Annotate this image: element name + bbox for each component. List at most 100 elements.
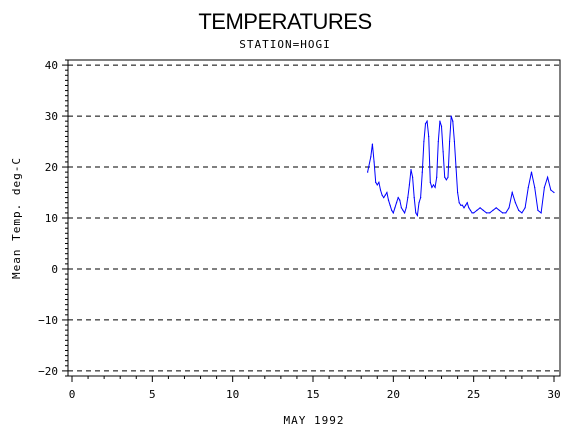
data-point bbox=[408, 184, 410, 186]
y-tick-label: 40 bbox=[45, 59, 58, 72]
y-tick-label: 10 bbox=[45, 212, 58, 225]
data-point bbox=[397, 197, 399, 199]
y-axis: −20 −10 0 10 20 30 40 bbox=[38, 59, 68, 378]
data-point bbox=[460, 204, 462, 206]
data-point bbox=[455, 166, 457, 168]
x-axis-label: MAY 1992 bbox=[284, 414, 345, 427]
data-point bbox=[453, 140, 455, 143]
y-tick-label: −20 bbox=[38, 365, 58, 378]
data-point bbox=[461, 204, 464, 206]
data-point bbox=[428, 135, 430, 138]
x-tick-label: 25 bbox=[467, 388, 480, 401]
data-point bbox=[434, 186, 436, 189]
data-point bbox=[371, 143, 374, 145]
data-point bbox=[521, 212, 523, 214]
data-point bbox=[391, 209, 393, 211]
data-point bbox=[452, 120, 454, 122]
data-point bbox=[412, 176, 414, 178]
data-point bbox=[437, 140, 439, 143]
data-point bbox=[394, 207, 396, 209]
data-point bbox=[402, 209, 404, 211]
x-tick-label: 30 bbox=[547, 388, 560, 401]
data-point bbox=[448, 140, 451, 143]
data-point bbox=[492, 209, 494, 211]
data-point bbox=[540, 212, 542, 214]
data-point bbox=[463, 207, 465, 209]
data-point bbox=[527, 186, 529, 189]
data-point bbox=[476, 209, 478, 211]
data-point bbox=[501, 212, 504, 214]
data-point bbox=[447, 176, 449, 178]
data-point bbox=[471, 212, 473, 214]
data-point bbox=[479, 207, 481, 209]
data-point bbox=[405, 207, 407, 209]
data-point bbox=[379, 189, 382, 191]
data-point bbox=[426, 120, 428, 122]
data-point bbox=[392, 212, 394, 214]
x-tick-label: 10 bbox=[226, 388, 239, 401]
data-point bbox=[466, 202, 468, 204]
data-point bbox=[498, 209, 500, 211]
data-point bbox=[440, 125, 443, 127]
data-point bbox=[432, 184, 435, 186]
data-point bbox=[378, 181, 380, 183]
data-point bbox=[543, 186, 545, 189]
data-point bbox=[367, 171, 369, 173]
data-point bbox=[381, 194, 383, 196]
data-point bbox=[436, 176, 438, 178]
data-point bbox=[403, 212, 406, 214]
data-point bbox=[439, 120, 441, 122]
x-tick-label: 15 bbox=[306, 388, 319, 401]
data-point bbox=[421, 171, 423, 173]
data-point bbox=[508, 207, 510, 209]
data-point bbox=[375, 181, 377, 183]
x-tick-label: 0 bbox=[69, 388, 76, 401]
data-point bbox=[383, 197, 385, 199]
data-point bbox=[450, 115, 452, 117]
data-point bbox=[400, 207, 402, 209]
data-point bbox=[387, 199, 390, 201]
data-point bbox=[389, 204, 391, 206]
data-point bbox=[537, 209, 539, 211]
data-point bbox=[468, 207, 470, 209]
data-point bbox=[399, 199, 401, 201]
data-point bbox=[514, 202, 517, 204]
data-point bbox=[442, 151, 444, 153]
data-point bbox=[458, 202, 460, 204]
y-tick-label: 30 bbox=[45, 110, 58, 123]
data-point bbox=[511, 191, 513, 194]
x-axis: 0 5 10 15 20 25 30 bbox=[69, 376, 561, 401]
data-point bbox=[410, 168, 412, 171]
data-point bbox=[423, 140, 425, 143]
data-point bbox=[553, 191, 555, 194]
data-point bbox=[384, 194, 386, 196]
series-line bbox=[367, 115, 555, 217]
x-tick-label: 5 bbox=[149, 388, 156, 401]
data-point bbox=[431, 186, 433, 189]
data-point bbox=[469, 209, 472, 211]
data-point bbox=[395, 202, 398, 204]
data-point bbox=[407, 197, 409, 199]
data-point bbox=[376, 184, 378, 186]
data-point bbox=[495, 207, 497, 209]
data-point bbox=[550, 189, 552, 191]
data-point bbox=[546, 176, 549, 178]
data-point bbox=[445, 179, 447, 181]
y-axis-label: Mean Temp. deg-C bbox=[10, 157, 23, 279]
y-tick-label: 20 bbox=[45, 161, 58, 174]
data-point bbox=[489, 212, 491, 214]
chart-subtitle: STATION=HOGI bbox=[239, 38, 330, 51]
data-point bbox=[473, 212, 475, 214]
x-tick-label: 20 bbox=[387, 388, 400, 401]
data-point bbox=[415, 212, 417, 214]
data-point bbox=[429, 181, 431, 183]
y-tick-label: −10 bbox=[38, 314, 58, 327]
data-point bbox=[444, 176, 446, 178]
series-layer bbox=[367, 115, 555, 217]
data-point bbox=[505, 212, 507, 214]
data-point bbox=[386, 191, 388, 194]
data-point bbox=[424, 123, 427, 125]
data-point bbox=[518, 209, 520, 211]
y-tick-label: 0 bbox=[51, 263, 58, 276]
